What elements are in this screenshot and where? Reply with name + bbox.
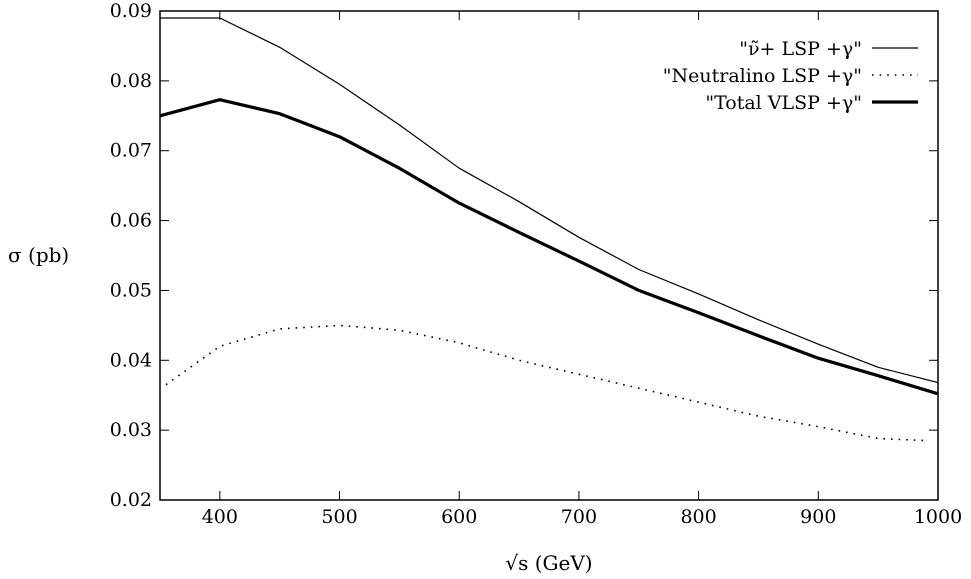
y-tick-label: 0.02 <box>110 489 152 511</box>
x-tick-label: 400 <box>202 506 238 528</box>
x-axis-label: √s (GeV) <box>505 551 592 575</box>
x-tick-label: 900 <box>800 506 836 528</box>
y-tick-label: 0.08 <box>110 70 152 92</box>
y-axis-label: σ (pb) <box>8 243 69 267</box>
series-line-2 <box>159 98 939 396</box>
legend-label-0: "ν̃+ LSP +γ" <box>739 38 862 60</box>
y-tick-label: 0.05 <box>110 279 152 301</box>
x-tick-label: 600 <box>441 506 477 528</box>
legend: "ν̃+ LSP +γ" "Neutralino LSP +γ" "Total VL… <box>663 38 918 114</box>
x-tick-label: 800 <box>680 506 716 528</box>
x-tick-label: 1000 <box>914 506 962 528</box>
legend-label-2: "Total VLSP +γ" <box>705 92 862 114</box>
plot-frame <box>159 10 939 501</box>
series-layer <box>159 17 939 442</box>
x-tick-label: 700 <box>561 506 597 528</box>
series-line-0 <box>160 17 939 384</box>
y-tick-label: 0.03 <box>110 419 152 441</box>
y-tick-label: 0.04 <box>110 349 152 371</box>
legend-label-1: "Neutralino LSP +γ" <box>663 65 862 87</box>
y-tick-label: 0.07 <box>110 140 152 162</box>
axis-ticks: 400 500 600 700 800 900 1000 0.02 0.03 0.04 0.05 0.… <box>110 0 962 528</box>
series-line-1 <box>165 324 927 442</box>
y-tick-label: 0.09 <box>110 0 152 22</box>
x-tick-label: 500 <box>321 506 357 528</box>
y-tick-label: 0.06 <box>110 210 152 232</box>
